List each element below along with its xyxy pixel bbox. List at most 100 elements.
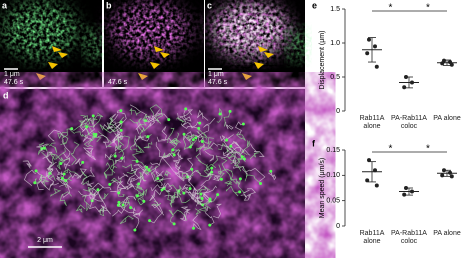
track: [245, 167, 266, 182]
track: [63, 168, 79, 175]
track: [107, 151, 117, 169]
track: [219, 135, 227, 142]
annotation: *: [426, 144, 430, 155]
track: [133, 193, 145, 202]
track: [225, 185, 240, 197]
spot: [200, 197, 204, 201]
track: [164, 170, 172, 177]
spot: [62, 172, 66, 176]
track: [179, 115, 191, 127]
track: [49, 188, 61, 197]
track: [200, 136, 215, 145]
annotation: *: [426, 3, 430, 14]
track: [226, 147, 240, 164]
image-d: [0, 89, 305, 258]
track: [86, 180, 94, 188]
x-tick-label: Rab11A alone: [359, 230, 385, 245]
spot: [167, 118, 171, 122]
spot: [81, 160, 85, 164]
track: [68, 122, 88, 135]
x-tick-label: Rab11A alone: [359, 115, 385, 130]
track: [229, 140, 242, 156]
track: [40, 143, 50, 152]
track: [148, 169, 164, 183]
track: [194, 195, 202, 206]
track: [118, 201, 131, 209]
track: [57, 131, 69, 144]
track: [203, 141, 213, 151]
track: [195, 168, 213, 178]
spot: [119, 109, 123, 113]
track: [197, 185, 211, 197]
track: [113, 123, 122, 144]
track: [61, 139, 71, 159]
track: [218, 164, 225, 181]
data-point: [442, 168, 446, 173]
track: [91, 182, 112, 191]
track: [55, 167, 64, 176]
track: [70, 141, 80, 166]
track: [47, 161, 57, 175]
spot: [191, 138, 195, 142]
track: [118, 135, 130, 154]
track: [150, 155, 170, 166]
track: [102, 123, 115, 133]
image-b: [104, 0, 204, 87]
spot: [210, 166, 214, 170]
track: [203, 117, 216, 132]
track: [106, 121, 124, 130]
spot: [172, 153, 176, 157]
track: [177, 157, 194, 174]
spot: [240, 155, 244, 159]
track: [78, 188, 93, 197]
track: [64, 175, 72, 189]
spot: [194, 136, 198, 140]
time-label: 47.6 s: [208, 79, 228, 86]
track: [212, 175, 220, 182]
spot: [137, 182, 141, 186]
track: [232, 166, 249, 175]
track: [81, 194, 90, 212]
track: [130, 135, 138, 151]
data-point: [449, 174, 454, 179]
track: [137, 160, 150, 175]
track: [150, 165, 159, 182]
spot: [60, 176, 64, 180]
track: [183, 108, 192, 122]
track: [129, 107, 141, 116]
track: [75, 204, 86, 213]
spot: [117, 200, 121, 204]
spot: [197, 126, 201, 130]
track: [141, 167, 148, 182]
track: [223, 180, 233, 185]
track: [192, 214, 202, 231]
track: [250, 143, 265, 157]
track: [114, 130, 123, 142]
track: [149, 189, 163, 202]
spot: [172, 222, 176, 226]
track: [134, 135, 143, 141]
track: [103, 162, 111, 179]
track: [56, 175, 66, 187]
data-point: [404, 186, 408, 190]
y-tick-label: 1.5: [330, 6, 340, 13]
track: [160, 154, 180, 175]
spot: [199, 192, 203, 196]
data-point: [410, 80, 414, 85]
data-point: [373, 44, 377, 49]
track: [243, 188, 257, 198]
track: [36, 143, 48, 152]
track: [168, 209, 187, 221]
spot: [216, 193, 220, 197]
track: [205, 206, 215, 226]
spot: [145, 165, 149, 169]
y-tick-label: 0: [336, 223, 340, 230]
track: [244, 174, 261, 184]
track: [185, 173, 197, 192]
y-axis-label: Displacement (μm): [319, 31, 326, 90]
spot: [184, 107, 188, 111]
spot: [218, 112, 222, 116]
x-tick-label: PA alone: [433, 230, 461, 237]
track: [98, 134, 110, 149]
data-point: [373, 168, 377, 173]
